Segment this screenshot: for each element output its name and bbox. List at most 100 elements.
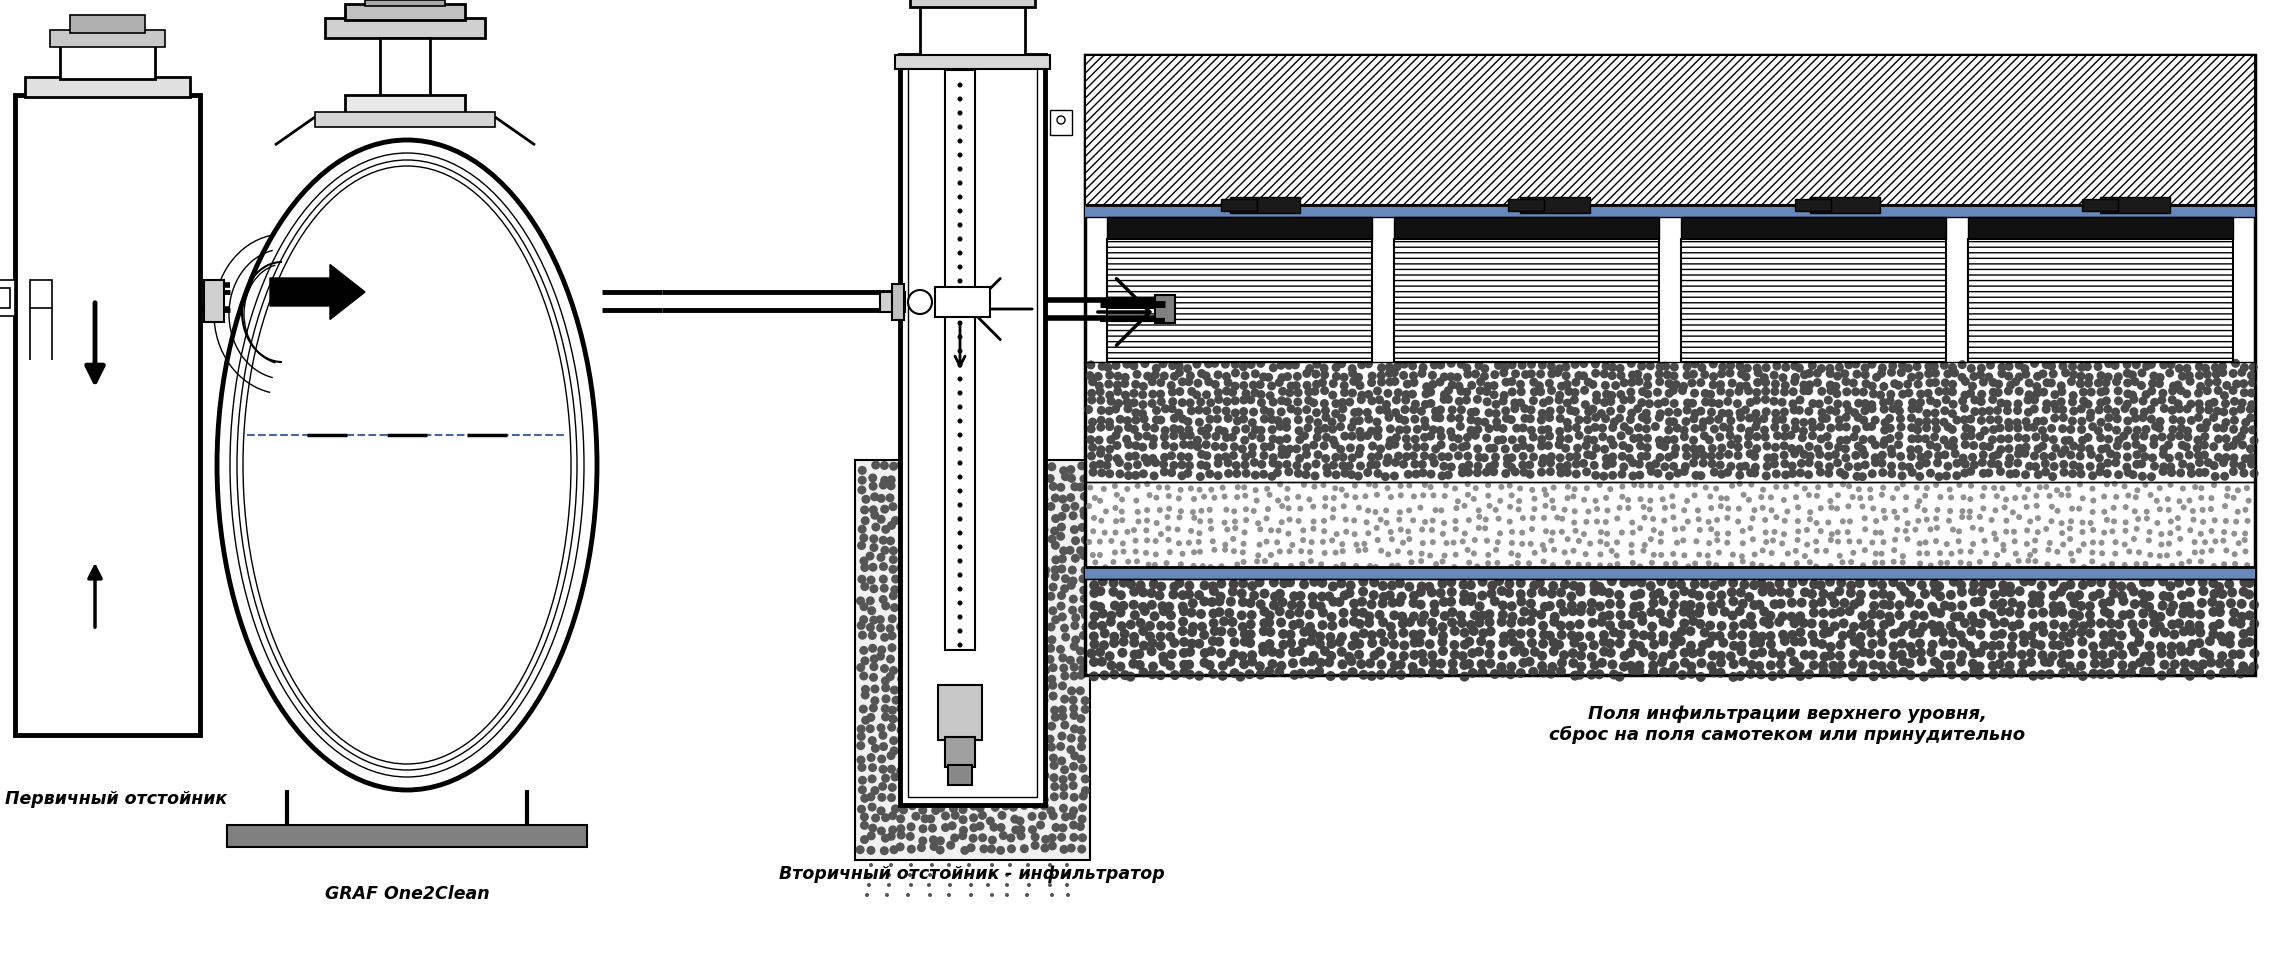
Circle shape <box>1080 551 1089 560</box>
Circle shape <box>1818 414 1827 424</box>
Circle shape <box>868 673 877 682</box>
Circle shape <box>1477 513 1482 520</box>
Circle shape <box>1848 659 1857 669</box>
Circle shape <box>2159 541 2164 547</box>
Circle shape <box>1555 396 1564 404</box>
Circle shape <box>898 511 907 520</box>
Circle shape <box>1796 671 1805 681</box>
Circle shape <box>1475 386 1484 396</box>
Circle shape <box>1427 668 1439 677</box>
Circle shape <box>1484 640 1496 649</box>
Circle shape <box>1980 609 1989 619</box>
Circle shape <box>2050 444 2059 453</box>
Circle shape <box>1357 432 1366 442</box>
Circle shape <box>2155 621 2164 631</box>
Circle shape <box>1687 609 1696 619</box>
Circle shape <box>1493 423 1502 431</box>
Circle shape <box>1312 472 1321 481</box>
Circle shape <box>2000 485 2005 491</box>
Circle shape <box>2032 382 2041 391</box>
Circle shape <box>2234 669 2246 678</box>
Circle shape <box>1389 494 1393 500</box>
Circle shape <box>861 716 871 725</box>
Circle shape <box>1925 370 1932 378</box>
Circle shape <box>868 535 877 543</box>
Circle shape <box>1562 549 1568 556</box>
Circle shape <box>2184 620 2193 630</box>
Circle shape <box>1305 396 1314 405</box>
Circle shape <box>1166 506 1173 511</box>
Circle shape <box>971 683 980 693</box>
Circle shape <box>1052 555 1059 565</box>
Circle shape <box>1809 579 1818 590</box>
Circle shape <box>1498 668 1507 677</box>
Circle shape <box>880 664 889 673</box>
Circle shape <box>875 615 884 624</box>
Circle shape <box>1514 641 1525 650</box>
Circle shape <box>1466 408 1475 417</box>
Circle shape <box>1105 418 1114 427</box>
Circle shape <box>2225 631 2234 641</box>
Circle shape <box>1066 733 1075 743</box>
Circle shape <box>1684 498 1691 504</box>
Circle shape <box>1389 640 1398 649</box>
Circle shape <box>2114 641 2123 650</box>
Circle shape <box>2171 659 2180 670</box>
Circle shape <box>1539 630 1548 640</box>
Circle shape <box>1184 417 1193 427</box>
Circle shape <box>1109 538 1114 544</box>
Circle shape <box>1889 362 1898 371</box>
Circle shape <box>1907 648 1918 658</box>
Circle shape <box>2187 416 2196 425</box>
Circle shape <box>1296 427 1302 435</box>
Circle shape <box>868 506 877 514</box>
Circle shape <box>2123 417 2132 426</box>
Circle shape <box>1646 361 1655 371</box>
Circle shape <box>1150 471 1159 481</box>
Circle shape <box>861 691 871 700</box>
Circle shape <box>1557 666 1566 676</box>
Circle shape <box>1507 618 1516 628</box>
Circle shape <box>1121 540 1125 546</box>
Circle shape <box>1657 576 1666 586</box>
Circle shape <box>948 512 957 521</box>
Circle shape <box>930 765 939 774</box>
Circle shape <box>1389 537 1396 542</box>
Circle shape <box>2130 599 2139 609</box>
Circle shape <box>2034 529 2041 536</box>
Circle shape <box>1848 378 1857 388</box>
Circle shape <box>1437 440 1446 450</box>
Circle shape <box>1968 666 1980 676</box>
Circle shape <box>1030 682 1039 691</box>
Circle shape <box>2221 454 2230 462</box>
Circle shape <box>1302 405 1312 414</box>
Circle shape <box>1071 793 1080 802</box>
Circle shape <box>1193 671 1205 680</box>
Circle shape <box>1600 445 1609 454</box>
Circle shape <box>1200 648 1209 658</box>
Circle shape <box>1550 617 1559 627</box>
Circle shape <box>1759 607 1768 617</box>
Circle shape <box>889 555 898 565</box>
Circle shape <box>2114 372 2123 381</box>
Circle shape <box>1139 602 1148 612</box>
Circle shape <box>1734 671 1746 681</box>
Circle shape <box>1600 370 1609 378</box>
Circle shape <box>1607 406 1616 416</box>
Circle shape <box>1111 361 1121 370</box>
Circle shape <box>1048 883 1052 887</box>
Circle shape <box>909 731 918 740</box>
Circle shape <box>1239 445 1248 454</box>
Circle shape <box>859 704 868 713</box>
Circle shape <box>1787 630 1798 640</box>
Circle shape <box>2096 577 2107 588</box>
Circle shape <box>1430 361 1439 370</box>
Circle shape <box>959 815 968 824</box>
Circle shape <box>1223 458 1232 467</box>
Circle shape <box>1439 531 1446 537</box>
Circle shape <box>898 522 907 532</box>
Circle shape <box>1402 390 1412 400</box>
Circle shape <box>957 391 961 396</box>
Circle shape <box>1500 363 1509 372</box>
Circle shape <box>2187 609 2196 619</box>
